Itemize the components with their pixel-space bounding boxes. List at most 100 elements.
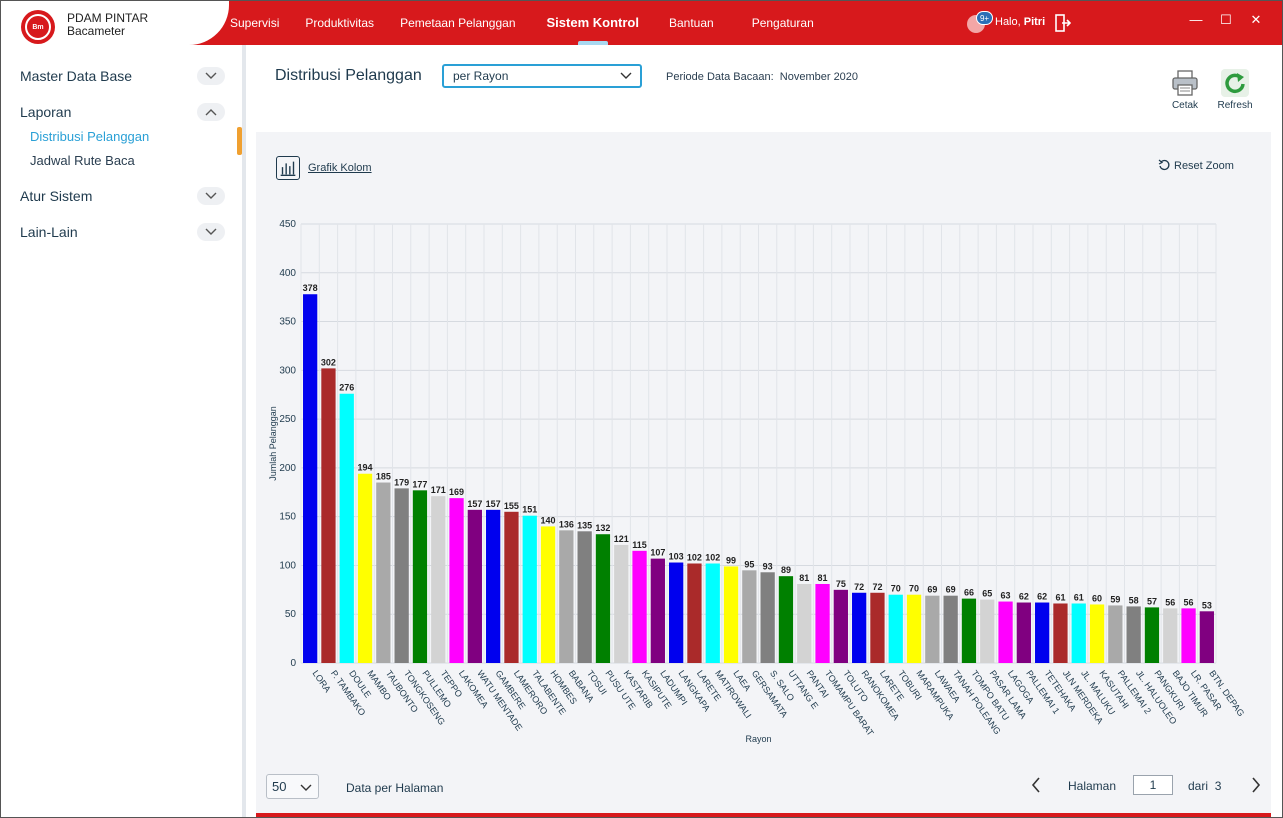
bar [339, 393, 354, 663]
chevron-up-icon[interactable] [197, 103, 225, 121]
data-label: 56 [1184, 597, 1194, 607]
per-page-label: Data per Halaman [346, 781, 444, 795]
bar [906, 594, 922, 663]
nav-sistem-kontrol[interactable]: Sistem Kontrol [529, 1, 657, 45]
bar [1144, 607, 1160, 663]
bar-chart-icon[interactable] [276, 156, 300, 180]
bar [467, 509, 482, 663]
chevron-down-icon[interactable] [197, 223, 225, 241]
bar [943, 595, 958, 663]
data-label: 185 [376, 472, 391, 482]
chevron-down-icon[interactable] [197, 67, 225, 85]
page-input[interactable]: 1 [1133, 775, 1173, 795]
nav-bantuan[interactable]: Bantuan [668, 16, 714, 30]
data-label: 65 [982, 589, 992, 599]
maximize-button[interactable]: ☐ [1220, 12, 1232, 27]
data-label: 115 [632, 540, 647, 550]
bar [760, 572, 775, 663]
data-label: 72 [872, 582, 882, 592]
bar [925, 595, 940, 663]
next-page-icon[interactable] [1251, 777, 1261, 798]
data-label: 58 [1129, 595, 1139, 605]
bar [723, 566, 739, 663]
sidebar-group-master-data-base[interactable]: Master Data Base [20, 68, 133, 84]
data-label: 89 [781, 565, 791, 575]
bar [394, 488, 409, 663]
data-label: 69 [927, 585, 937, 595]
bar [614, 544, 629, 663]
sidebar-group-lain-lain[interactable]: Lain-Lain [20, 224, 78, 240]
data-label: 136 [559, 519, 574, 529]
sidebar-item-distribusi-pelanggan[interactable]: Distribusi Pelanggan [30, 129, 150, 144]
bar [357, 473, 373, 663]
sidebar-group-atur-sistem[interactable]: Atur Sistem [20, 188, 93, 204]
chevron-down-icon[interactable] [197, 187, 225, 205]
print-button[interactable]: Cetak [1163, 69, 1207, 111]
bar [980, 599, 995, 663]
bar [577, 531, 592, 663]
y-tick-label: 50 [285, 609, 297, 620]
bar [1126, 606, 1141, 663]
total-pages: dari 3 [1188, 779, 1222, 793]
sidebar [1, 45, 237, 817]
chevron-down-icon [620, 72, 632, 79]
y-tick-label: 350 [279, 317, 296, 328]
data-label: 69 [946, 585, 956, 595]
y-tick-label: 300 [279, 365, 296, 376]
data-label: 60 [1092, 593, 1102, 603]
bar [687, 563, 702, 663]
user-name: Pitri [1023, 16, 1046, 28]
nav-supervisi[interactable]: Supervisi [230, 16, 280, 30]
nav-pemetaan-pelanggan[interactable]: Pemetaan Pelanggan [400, 16, 516, 30]
sidebar-item-jadwal-rute-baca[interactable]: Jadwal Rute Baca [30, 153, 135, 168]
y-tick-label: 450 [279, 219, 296, 230]
grouping-select[interactable]: per Rayon [442, 64, 642, 88]
close-button[interactable]: ✕ [1250, 12, 1262, 27]
data-label: 59 [1110, 594, 1120, 604]
data-label: 276 [339, 383, 354, 393]
data-label: 155 [504, 501, 519, 511]
bar [1071, 603, 1086, 663]
data-label: 62 [1037, 592, 1047, 602]
sidebar-divider [242, 45, 246, 817]
per-page-select[interactable]: 50 [266, 774, 319, 799]
y-axis-title: Jumlah Pelanggan [268, 406, 278, 481]
reset-zoom-button[interactable]: Reset Zoom [1158, 159, 1234, 172]
refresh-button[interactable]: Refresh [1213, 69, 1257, 111]
refresh-label: Refresh [1217, 100, 1253, 111]
nav-pengaturan[interactable]: Pengaturan [751, 16, 814, 30]
bar [1053, 603, 1068, 663]
bar [559, 530, 574, 663]
bar [1181, 608, 1196, 663]
data-label: 121 [614, 534, 629, 544]
data-label: 132 [595, 523, 610, 533]
bar [1199, 611, 1214, 663]
grouping-select-value: per Rayon [453, 69, 509, 83]
y-tick-label: 250 [279, 414, 296, 425]
bar-chart: 050100150200250300350400450378LORA302P. … [268, 219, 1246, 744]
data-label: 157 [486, 499, 501, 509]
data-label: 70 [891, 584, 901, 594]
data-label: 194 [358, 463, 373, 473]
sidebar-group-laporan[interactable]: Laporan [20, 104, 72, 120]
logout-icon[interactable] [1055, 14, 1071, 32]
y-tick-label: 200 [279, 463, 296, 474]
data-label: 93 [763, 561, 773, 571]
bar [669, 562, 684, 663]
sidebar-active-marker [237, 127, 242, 155]
chart-type-link[interactable]: Grafik Kolom [308, 162, 372, 174]
bar [833, 589, 848, 663]
data-label: 177 [412, 479, 427, 489]
data-label: 66 [964, 588, 974, 598]
nav-produktivitas[interactable]: Produktivitas [305, 16, 375, 30]
bar [504, 511, 519, 663]
prev-page-icon[interactable] [1031, 777, 1041, 798]
app-logo-icon: Bm [21, 10, 55, 44]
minimize-button[interactable]: — [1189, 12, 1203, 27]
bar [1016, 602, 1031, 663]
data-label: 72 [854, 582, 864, 592]
y-tick-label: 100 [279, 560, 296, 571]
data-label: 169 [449, 487, 464, 497]
data-label: 61 [1074, 592, 1084, 602]
data-label: 81 [799, 573, 809, 583]
